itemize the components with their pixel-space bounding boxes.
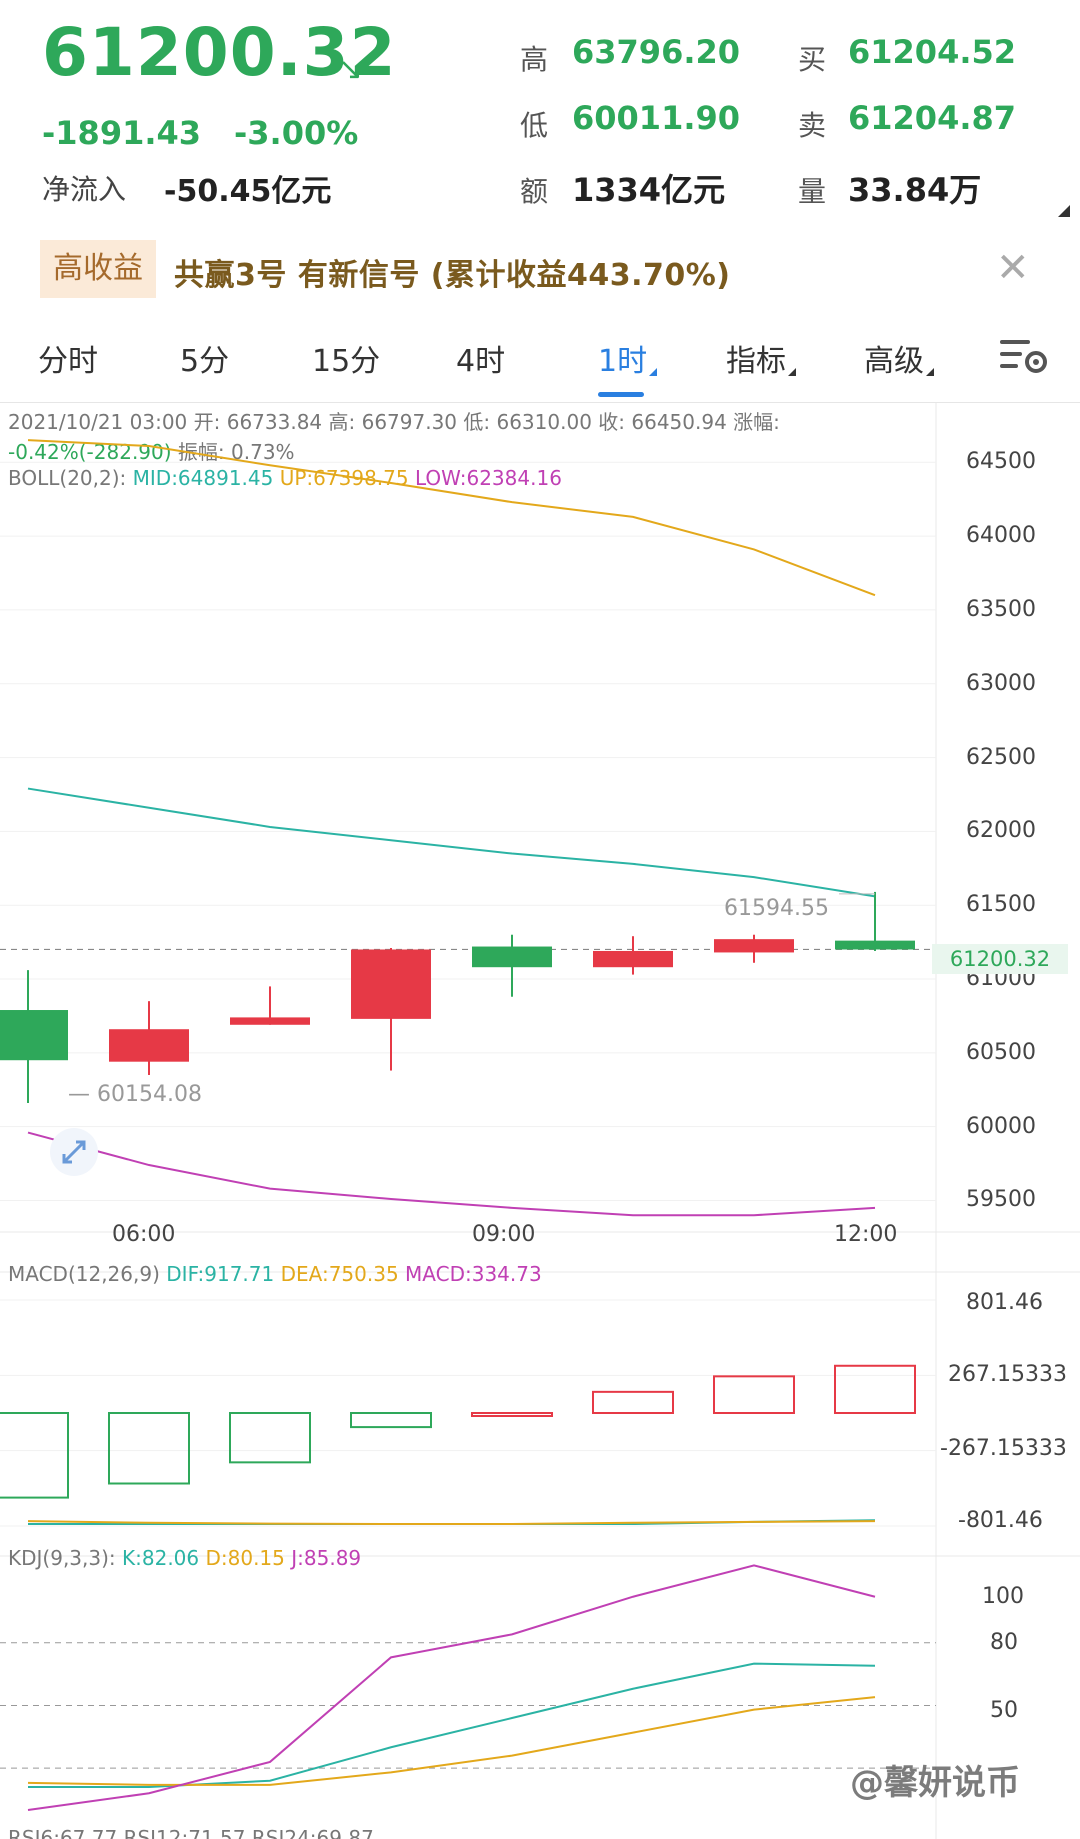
- net-inflow-label: 净流入: [42, 173, 127, 206]
- boll-low-line: [27, 1131, 876, 1217]
- candle-info-line2: -0.42%(-282.90) 振幅: 0.73%: [8, 440, 295, 464]
- macd-axis-bottom: -801.46: [958, 1508, 1043, 1533]
- buy-value: 61204.52: [848, 33, 1017, 71]
- price-axis-label: 61500: [966, 892, 1036, 918]
- high-marker-label: 61594.55: [724, 896, 829, 921]
- macd-bar: [229, 1412, 311, 1464]
- price-axis-label: 60500: [966, 1039, 1036, 1065]
- period-tabs: 分时 5分 15分 4时 1时 指标 高级: [0, 330, 1080, 402]
- close-icon[interactable]: ✕: [996, 245, 1030, 291]
- tab-fenshi[interactable]: 分时: [38, 344, 98, 379]
- kdj-axis-100: 100: [982, 1584, 1024, 1609]
- tab-15min[interactable]: 15分: [312, 344, 381, 379]
- amount-label: 额: [520, 175, 549, 208]
- rsi-legend-partial: RSI6:67.77 RSI12:71.57 RSI24:69.87: [8, 1826, 374, 1839]
- time-label-1200: 12:00: [834, 1222, 898, 1247]
- quote-header: 61200.32 ↘ -1891.43 -3.00% 净流入 -50.45亿元 …: [0, 0, 1080, 217]
- low-marker-label: — 60154.08: [68, 1082, 202, 1107]
- boll-legend: BOLL(20,2): MID:64891.45 UP:67398.75 LOW…: [8, 466, 562, 490]
- high-label: 高: [520, 43, 549, 76]
- tab-1h[interactable]: 1时: [598, 336, 658, 380]
- macd-axis-upper: 267.15333: [948, 1362, 1067, 1387]
- macd-bar: [108, 1412, 190, 1485]
- tab-indicators[interactable]: 指标: [726, 336, 796, 380]
- expand-icon[interactable]: [50, 1128, 98, 1176]
- last-price-tag: 61200.32: [932, 944, 1068, 974]
- price-axis-label: 64500: [966, 449, 1036, 475]
- expand-corner-icon[interactable]: [1058, 205, 1070, 217]
- macd-dif-line: [28, 1519, 876, 1525]
- macd-bar: [713, 1375, 795, 1415]
- kdj-k-line: [28, 1662, 876, 1788]
- volume-label: 量: [798, 175, 827, 208]
- candle-body: [714, 939, 794, 953]
- tab-4h[interactable]: 4时: [456, 344, 506, 379]
- candle-body: [230, 1017, 310, 1025]
- time-label-0900: 09:00: [472, 1222, 536, 1247]
- buy-label: 买: [798, 43, 827, 76]
- price-change-pct: -3.00%: [234, 114, 359, 152]
- sell-value: 61204.87: [848, 99, 1017, 137]
- net-inflow-value: -50.45亿元: [164, 174, 332, 209]
- candle-info-line: 2021/10/21 03:00 开: 66733.84 高: 66797.30…: [8, 410, 780, 434]
- price-axis-label: 64000: [966, 523, 1036, 549]
- boll-mid-line: [27, 787, 876, 898]
- kdj-j-line: [27, 1564, 876, 1811]
- watermark: @馨妍说币: [850, 1763, 1020, 1803]
- candle-body: [0, 1010, 68, 1061]
- low-value: 60011.90: [572, 99, 741, 137]
- time-label-0600: 06:00: [112, 1222, 176, 1247]
- amount-value: 1334亿元: [572, 171, 726, 209]
- down-arrow-icon: ↘: [338, 52, 364, 87]
- price-axis-label: 62500: [966, 744, 1036, 770]
- tabs-divider: [0, 402, 1080, 403]
- volume-value: 33.84万: [848, 171, 982, 209]
- candle-body: [593, 950, 673, 968]
- banner-text: 共赢3号 有新信号 (累计收益443.70%): [174, 258, 731, 293]
- dropdown-icon: [926, 368, 934, 376]
- price-axis-label: 59500: [966, 1187, 1036, 1213]
- kdj-legend: KDJ(9,3,3): K:82.06 D:80.15 J:85.89: [8, 1546, 362, 1570]
- price-change: -1891.43: [42, 114, 202, 152]
- candle-body: [109, 1029, 189, 1062]
- last-price: 61200.32: [42, 14, 397, 91]
- macd-bar: [350, 1412, 432, 1429]
- tab-advanced[interactable]: 高级: [864, 336, 934, 380]
- high-value: 63796.20: [572, 33, 741, 71]
- tab-5min[interactable]: 5分: [180, 344, 230, 379]
- candle-body: [472, 946, 552, 968]
- kdj-d-line: [27, 1696, 876, 1786]
- price-axis-label: 62000: [966, 818, 1036, 844]
- kdj-axis-50: 50: [990, 1698, 1018, 1723]
- signal-banner[interactable]: 高收益 共赢3号 有新信号 (累计收益443.70%) ✕: [0, 240, 1080, 302]
- macd-bar: [471, 1412, 553, 1417]
- macd-bar: [0, 1412, 69, 1499]
- macd-bar: [834, 1364, 916, 1415]
- macd-legend: MACD(12,26,9) DIF:917.71 DEA:750.35 MACD…: [8, 1262, 542, 1286]
- kdj-axis-80: 80: [990, 1630, 1018, 1655]
- macd-dea-line: [27, 1520, 876, 1525]
- candle-body: [835, 940, 915, 950]
- low-label: 低: [520, 109, 549, 142]
- active-tab-indicator: [598, 392, 644, 397]
- macd-bar: [592, 1390, 674, 1414]
- sell-label: 卖: [798, 109, 827, 142]
- dropdown-icon: [788, 368, 796, 376]
- banner-tag: 高收益: [40, 240, 156, 298]
- macd-axis-lower: -267.15333: [940, 1436, 1067, 1461]
- chart-settings-icon[interactable]: [998, 336, 1048, 376]
- dropdown-icon: [649, 368, 658, 376]
- price-axis-label: 63500: [966, 596, 1036, 622]
- macd-axis-top: 801.46: [966, 1290, 1043, 1315]
- price-axis-label: 63000: [966, 670, 1036, 696]
- price-axis-label: 60000: [966, 1113, 1036, 1139]
- candle-body: [351, 949, 431, 1019]
